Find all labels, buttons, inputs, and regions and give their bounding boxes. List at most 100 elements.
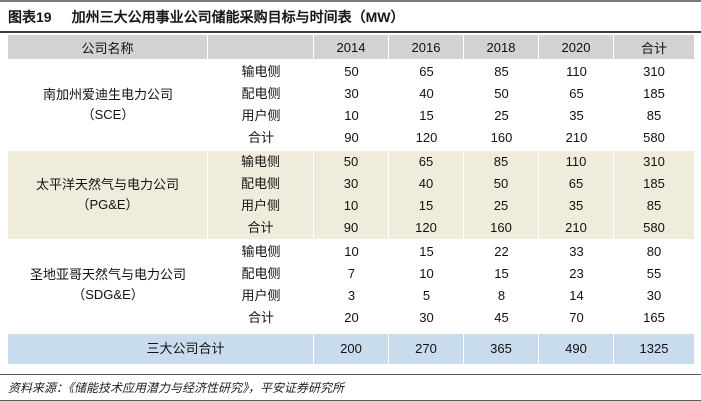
value-cell: 85 xyxy=(646,108,662,123)
value-cell: 10 xyxy=(344,108,359,123)
value-cell: 80 xyxy=(614,239,694,263)
value-cell: 160 xyxy=(464,217,539,239)
value-cell: 3 xyxy=(347,288,356,303)
header-total: 合计 xyxy=(614,35,694,59)
value-cell: 85 xyxy=(464,59,539,83)
value-cell: 65 xyxy=(389,59,464,83)
data-row: 南加州爱迪生电力公司 （SCE） 输电侧 50 65 85 110 310 xyxy=(8,59,694,122)
value-cell: 14 xyxy=(569,288,584,303)
data-row: 配电侧 7 10 15 23 55 xyxy=(8,263,694,285)
value-cell: 30 xyxy=(344,86,359,101)
value-cell: 65 xyxy=(539,173,614,195)
value-cell: 85 xyxy=(614,195,694,217)
value-cell: 30 xyxy=(314,173,389,195)
value-cell: 110 xyxy=(539,59,614,83)
value-cell: 15 xyxy=(419,108,434,123)
value-cell: 65 xyxy=(389,149,464,173)
category-cell: 输电侧 xyxy=(208,239,314,263)
category-cell: 配电侧 xyxy=(241,86,281,101)
company-name-cell: 圣地亚哥天然气与电力公司 （SDG&E） xyxy=(8,239,208,329)
grand-total-section: 三大公司合计 200 270 365 490 1325 xyxy=(8,329,694,364)
data-row: 合计 90 120 160 210 580 xyxy=(8,127,694,149)
company-name-line1: 圣地亚哥天然气与电力公司 xyxy=(29,267,186,282)
value-cell: 185 xyxy=(614,173,694,195)
data-row: 太平洋天然气与电力公司 （PG&E） 输电侧 50 65 85 110 310 xyxy=(8,149,694,239)
value-cell: 185 xyxy=(643,86,665,101)
grand-total-row: 三大公司合计 200 270 365 490 1325 xyxy=(8,329,694,364)
value-cell: 580 xyxy=(643,130,665,145)
storage-procurement-table: 公司名称 2014 2016 2018 2020 合计 南加州爱迪生电力公司 （S… xyxy=(8,35,694,364)
category-cell: 用户侧 xyxy=(208,195,314,217)
value-cell: 15 xyxy=(494,266,509,281)
value-cell: 160 xyxy=(490,130,513,145)
value-cell: 90 xyxy=(314,217,389,239)
value-cell: 10 xyxy=(314,195,389,217)
figure-label: 图表19 xyxy=(8,9,52,25)
value-cell: 165 xyxy=(643,310,665,325)
category-cell: 配电侧 xyxy=(241,266,281,281)
value-cell: 7 xyxy=(347,266,356,281)
value-cell: 120 xyxy=(389,217,464,239)
category-cell: 输电侧 xyxy=(208,149,314,173)
grand-total-label: 三大公司合计 xyxy=(8,329,314,364)
title-divider xyxy=(0,31,701,33)
value-cell: 210 xyxy=(539,217,614,239)
value-cell: 50 xyxy=(494,86,509,101)
value-cell: 10 xyxy=(314,239,389,263)
grand-total-value-sum: 1325 xyxy=(614,329,694,364)
grand-total-value-2018: 365 xyxy=(464,329,539,364)
category-cell: 合计 xyxy=(247,130,274,145)
header-row: 公司名称 2014 2016 2018 2020 合计 xyxy=(8,35,694,59)
value-cell: 310 xyxy=(614,149,694,173)
value-cell: 30 xyxy=(419,310,434,325)
value-cell: 8 xyxy=(497,288,506,303)
value-cell: 40 xyxy=(389,173,464,195)
data-row: 用户侧 3 5 8 14 30 xyxy=(8,285,694,307)
value-cell: 30 xyxy=(646,288,662,303)
value-cell: 20 xyxy=(344,310,359,325)
value-cell: 5 xyxy=(422,288,431,303)
value-cell: 55 xyxy=(646,266,662,281)
data-row: 合计 90 120 160 210 580 xyxy=(8,217,694,239)
header-year-2016: 2016 xyxy=(389,35,464,59)
header-company-name: 公司名称 xyxy=(8,35,208,59)
category-cell: 用户侧 xyxy=(241,108,281,123)
value-cell: 310 xyxy=(614,59,694,83)
source-note: 资料来源：《储能技术应用潜力与经济性研究》，平安证券研究所 xyxy=(0,374,701,401)
value-cell: 25 xyxy=(494,108,509,123)
value-cell: 22 xyxy=(464,239,539,263)
grand-total-value-2016: 270 xyxy=(389,329,464,364)
table-body: 南加州爱迪生电力公司 （SCE） 输电侧 50 65 85 110 310 配电侧 30 40 50 6… xyxy=(8,59,694,329)
value-cell: 50 xyxy=(314,149,389,173)
data-row: 用户侧 10 15 25 35 85 xyxy=(8,105,694,127)
value-cell: 50 xyxy=(464,173,539,195)
header-year-2018: 2018 xyxy=(464,35,539,59)
value-cell: 45 xyxy=(494,310,509,325)
header-category xyxy=(208,35,314,59)
company-name-line1: 南加州爱迪生电力公司 xyxy=(42,87,173,102)
value-cell: 580 xyxy=(614,217,694,239)
category-cell: 输电侧 xyxy=(208,59,314,83)
category-cell: 合计 xyxy=(208,217,314,239)
figure-title-text: 加州三大公用事业公司储能采购目标与时间表（MW） xyxy=(71,9,405,25)
value-cell: 120 xyxy=(415,130,438,145)
data-row: 配电侧 30 40 50 65 185 xyxy=(8,83,694,105)
table-header: 公司名称 2014 2016 2018 2020 合计 xyxy=(8,35,694,59)
category-cell: 合计 xyxy=(247,310,274,325)
company-name-line2: （SDG&E） xyxy=(72,287,144,302)
data-row: 合计 20 30 45 70 165 xyxy=(8,307,694,329)
grand-total-value-2020: 490 xyxy=(539,329,614,364)
company-name-cell: 南加州爱迪生电力公司 （SCE） xyxy=(8,59,208,149)
grand-total-value-2014: 200 xyxy=(314,329,389,364)
value-cell: 65 xyxy=(569,86,584,101)
value-cell: 25 xyxy=(464,195,539,217)
data-row: 圣地亚哥天然气与电力公司 （SDG&E） 输电侧 10 15 22 33 80 xyxy=(8,239,694,302)
value-cell: 35 xyxy=(539,195,614,217)
company-name-line2: （SCE） xyxy=(81,107,135,122)
value-cell: 40 xyxy=(419,86,434,101)
value-cell: 10 xyxy=(419,266,434,281)
category-cell: 用户侧 xyxy=(241,288,281,303)
value-cell: 210 xyxy=(565,130,588,145)
company-name-line2: （PG&E） xyxy=(76,197,139,212)
category-cell: 配电侧 xyxy=(208,173,314,195)
